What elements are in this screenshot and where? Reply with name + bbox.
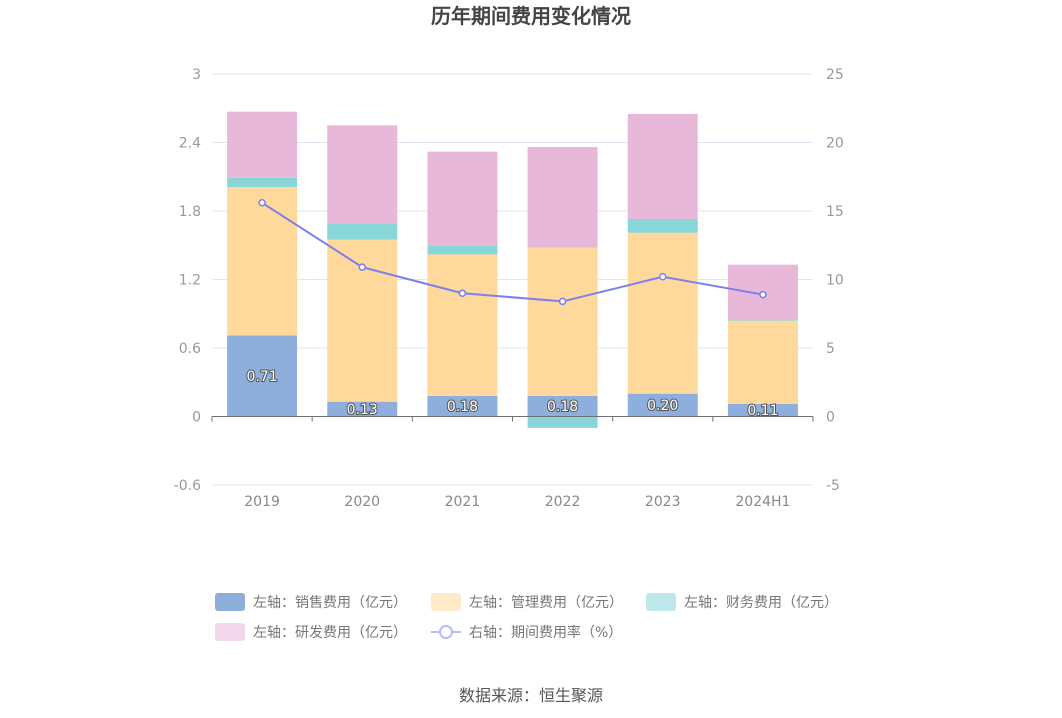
x-tick-label: 2022	[545, 494, 581, 510]
rate-point	[258, 199, 266, 207]
left-tick-label: 0	[192, 410, 201, 426]
bar-segment	[727, 320, 798, 404]
right-tick-label: 20	[826, 136, 844, 152]
bar-segment	[727, 403, 798, 417]
left-tick-label: -0.6	[174, 478, 201, 494]
bar-segment	[627, 393, 698, 417]
x-axis	[211, 416, 814, 422]
x-axis-labels: 2019 2020 2021 2022 2023 2024H1	[244, 494, 790, 510]
grid-lines	[212, 73, 813, 486]
right-tick-label: 10	[826, 273, 844, 289]
rate-line	[261, 201, 764, 303]
data-labels: 0.71 0.13 0.18 0.18 0.20 0.11	[245, 368, 779, 420]
legend-swatch	[215, 623, 245, 641]
left-tick-label: 1.8	[179, 204, 201, 220]
rate-point	[458, 289, 467, 297]
source-note: 数据来源：恒生聚源	[459, 686, 603, 705]
rate-point	[759, 290, 767, 299]
data-label: 0.18	[547, 399, 578, 415]
left-tick-label: 2.4	[179, 136, 201, 152]
right-tick-label: 0	[826, 410, 835, 426]
chart-title: 历年期间费用变化情况	[431, 4, 631, 28]
left-tick-label: 0.6	[179, 341, 201, 357]
left-tick-label: 3	[192, 67, 201, 83]
right-tick-label: 15	[826, 204, 844, 220]
x-tick-label: 2023	[645, 494, 681, 510]
left-tick-label: 1.2	[179, 273, 201, 289]
rate-line-series	[258, 199, 767, 306]
bar-segment	[227, 111, 298, 178]
bar-series	[227, 111, 798, 428]
legend-label: 左轴：销售费用（亿元）	[253, 595, 407, 611]
bar-segment	[627, 113, 698, 219]
data-label: 0.71	[246, 369, 277, 385]
rate-point	[358, 263, 366, 271]
x-tick-label: 2021	[445, 494, 481, 510]
bar-segment	[427, 245, 498, 255]
bar-segment	[627, 218, 698, 233]
left-axis: -0.6 0 0.6 1.2 1.8 2.4 3	[174, 67, 201, 494]
legend-label: 左轴：财务费用（亿元）	[684, 595, 838, 611]
bar-segment	[227, 187, 298, 336]
bar-segment	[727, 319, 798, 321]
right-axis: -5 0 5 10 15 20 25	[826, 67, 844, 494]
right-tick-label: -5	[826, 478, 840, 494]
right-tick-label: 25	[826, 67, 844, 83]
bar-segment	[527, 247, 598, 396]
legend-swatch	[646, 593, 676, 611]
bar-segment	[527, 395, 598, 417]
bar-segment	[327, 125, 398, 224]
legend-line-marker	[439, 625, 453, 639]
rate-point	[558, 297, 567, 306]
legend-swatch	[215, 593, 245, 611]
bar-segment	[427, 151, 498, 246]
bar-segment	[327, 401, 398, 417]
legend: 左轴：销售费用（亿元） 左轴：管理费用（亿元） 左轴：财务费用（亿元） 左轴：研发费用…	[215, 593, 838, 641]
bar-segment	[627, 232, 698, 394]
bar-segment	[227, 177, 298, 188]
right-tick-label: 5	[826, 341, 835, 357]
x-tick-label: 2024H1	[735, 494, 790, 510]
bar-segment	[327, 223, 398, 240]
data-label: 0.20	[647, 398, 678, 414]
legend-swatch	[431, 593, 461, 611]
bar-segment	[527, 147, 598, 248]
data-label: 0.13	[347, 402, 378, 418]
x-tick-label: 2020	[344, 494, 380, 510]
bar-segment	[427, 395, 498, 417]
bar-segment	[427, 254, 498, 396]
bar-segment	[227, 335, 298, 417]
legend-label: 左轴：研发费用（亿元）	[253, 625, 407, 641]
x-tick-label: 2019	[244, 494, 280, 510]
bar-segment	[527, 416, 598, 428]
legend-label: 左轴：管理费用（亿元）	[469, 595, 623, 611]
legend-label: 右轴：期间费用率（%）	[469, 624, 622, 641]
data-label: 0.18	[447, 399, 478, 415]
rate-point	[659, 273, 667, 281]
data-label: 0.11	[747, 403, 778, 419]
